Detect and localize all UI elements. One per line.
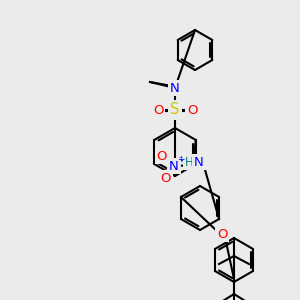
Text: +: + xyxy=(177,155,184,164)
Text: N: N xyxy=(170,82,180,94)
Text: N: N xyxy=(169,160,179,172)
Text: N: N xyxy=(194,155,204,169)
Text: S: S xyxy=(170,103,180,118)
Text: H: H xyxy=(184,155,193,169)
Text: N: N xyxy=(170,82,180,94)
Text: N: N xyxy=(194,155,204,169)
Text: H: H xyxy=(184,155,193,169)
Text: N: N xyxy=(169,160,179,172)
Text: O: O xyxy=(217,227,227,241)
Text: O: O xyxy=(153,103,163,116)
Text: O: O xyxy=(160,172,171,184)
Text: +: + xyxy=(176,156,184,166)
Text: O: O xyxy=(157,149,167,163)
Text: O: O xyxy=(157,149,167,163)
Text: O: O xyxy=(160,172,171,184)
Text: O: O xyxy=(187,103,197,116)
Text: O: O xyxy=(187,103,197,116)
Text: O: O xyxy=(217,227,227,241)
Text: S: S xyxy=(170,103,180,118)
Text: O: O xyxy=(153,103,163,116)
